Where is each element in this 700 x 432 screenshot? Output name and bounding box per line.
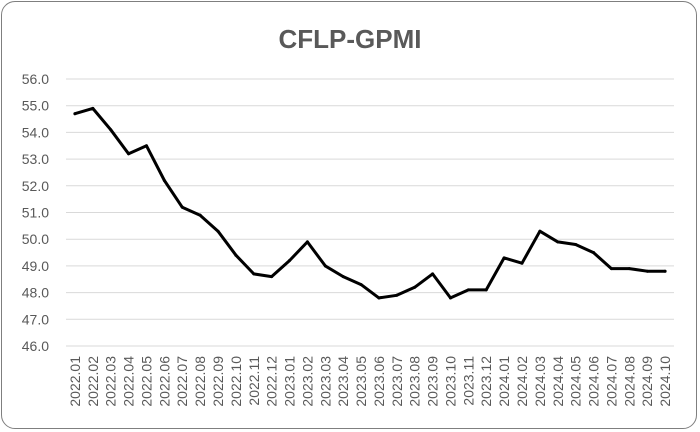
data-point [413, 285, 417, 289]
x-tick-label: 2023.10 [442, 356, 458, 407]
data-point [323, 264, 327, 268]
x-tick-label: 2023.09 [425, 356, 441, 407]
data-point [395, 293, 399, 297]
x-tick-label: 2022.11 [246, 356, 262, 406]
x-tick-label: 2023.02 [299, 356, 315, 407]
x-tick-label: 2022.01 [67, 356, 83, 407]
data-point [144, 144, 148, 148]
x-tick-label: 2024.06 [586, 356, 602, 407]
x-tick-label: 2023.01 [282, 356, 298, 407]
x-tick-label: 2024.09 [639, 356, 655, 407]
x-tick-label: 2024.07 [603, 356, 619, 407]
y-tick-label: 53.0 [22, 151, 49, 167]
data-point [645, 269, 649, 273]
x-tick-label: 2024.02 [514, 356, 530, 407]
data-point [305, 240, 309, 244]
x-tick-label: 2022.08 [192, 356, 208, 407]
data-point [359, 283, 363, 287]
x-tick-label: 2023.03 [317, 356, 333, 407]
y-axis-ticks: 46.0 47.0 48.0 49.0 50.0 51.0 52.0 53.0 54.0 55.0… [22, 71, 49, 354]
y-tick-label: 52.0 [22, 178, 49, 194]
data-point [538, 229, 542, 233]
x-tick-label: 2022.10 [228, 356, 244, 407]
data-point [162, 178, 166, 182]
data-point [502, 256, 506, 260]
x-tick-label: 2023.04 [335, 356, 351, 407]
x-tick-label: 2023.11 [460, 356, 476, 406]
gridlines [66, 78, 674, 347]
x-tick-label: 2022.12 [264, 356, 280, 407]
data-point [341, 275, 345, 279]
data-point [252, 272, 256, 276]
x-tick-label: 2022.04 [121, 356, 137, 407]
data-point [448, 296, 452, 300]
x-tick-label: 2022.06 [156, 356, 172, 407]
y-tick-label: 49.0 [22, 258, 49, 274]
y-tick-label: 56.0 [22, 71, 49, 87]
x-tick-label: 2023.12 [478, 356, 494, 407]
y-tick-label: 48.0 [22, 285, 49, 301]
x-tick-label: 2022.09 [210, 356, 226, 407]
data-point [180, 205, 184, 209]
data-point [377, 296, 381, 300]
x-tick-label: 2024.04 [550, 356, 566, 407]
data-point [91, 106, 95, 110]
x-tick-label: 2022.02 [85, 356, 101, 407]
x-tick-label: 2024.03 [532, 356, 548, 407]
data-point [574, 243, 578, 247]
series-line [73, 106, 667, 300]
y-tick-label: 46.0 [22, 338, 49, 354]
data-point [627, 267, 631, 271]
data-point [609, 267, 613, 271]
data-point [556, 240, 560, 244]
y-tick-label: 54.0 [22, 124, 49, 140]
data-point [466, 288, 470, 292]
data-point [592, 251, 596, 255]
x-tick-label: 2022.03 [103, 356, 119, 407]
chart-title: CFLP-GPMI [279, 24, 422, 54]
series-layer [73, 106, 667, 300]
data-point [127, 152, 131, 156]
data-point [234, 253, 238, 257]
y-tick-label: 47.0 [22, 311, 49, 327]
data-point [520, 261, 524, 265]
x-tick-label: 2022.05 [138, 356, 154, 407]
data-point [73, 112, 77, 116]
x-tick-label: 2024.10 [657, 356, 673, 407]
data-point [288, 259, 292, 263]
data-point [431, 272, 435, 276]
data-point [109, 128, 113, 132]
y-tick-label: 55.0 [22, 98, 49, 114]
data-point [663, 269, 667, 273]
data-point [270, 275, 274, 279]
x-tick-label: 2024.05 [568, 356, 584, 407]
y-tick-label: 50.0 [22, 231, 49, 247]
data-point [484, 288, 488, 292]
x-tick-label: 2024.01 [496, 356, 512, 407]
x-tick-label: 2022.07 [174, 356, 190, 407]
y-tick-label: 51.0 [22, 205, 49, 221]
x-axis-ticks: 2022.01 2022.02 2022.03 2022.04 2022.05 2022.… [67, 356, 673, 407]
x-tick-label: 2024.08 [621, 356, 637, 407]
x-tick-label: 2023.06 [371, 356, 387, 407]
data-point [216, 229, 220, 233]
data-point [198, 213, 202, 217]
x-tick-label: 2023.07 [389, 356, 405, 407]
x-tick-label: 2023.05 [353, 356, 369, 407]
x-tick-label: 2023.08 [407, 356, 423, 407]
